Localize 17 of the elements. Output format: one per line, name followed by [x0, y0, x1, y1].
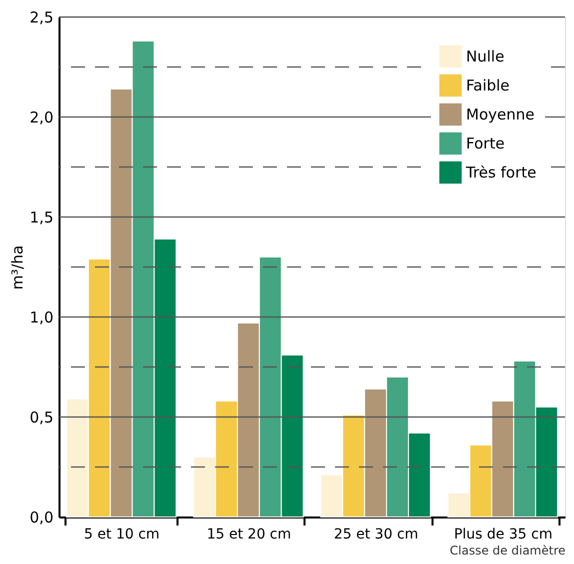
x-tick-label: 15 et 20 cm: [206, 526, 292, 542]
legend-label: Très forte: [465, 164, 536, 182]
x-tick-label: 5 et 10 cm: [84, 526, 160, 542]
y-tick-label: 2,0: [30, 108, 54, 126]
y-axis-title: m³/ha: [8, 245, 27, 290]
y-tick-label: 2,5: [30, 8, 54, 26]
legend-label: Faible: [466, 76, 510, 94]
y-tick-label: 1,5: [30, 208, 54, 226]
x-tick-label: 25 et 30 cm: [334, 526, 418, 542]
x-tick-label: Plus de 35 cm: [454, 526, 552, 542]
y-tick-label: 1,0: [30, 308, 54, 326]
y-tick-label: 0,5: [30, 408, 54, 426]
x-axis-title: Classe de diamètre: [450, 544, 566, 558]
y-tick-label: 0,0: [30, 508, 54, 526]
legend-label: Nulle: [466, 48, 504, 66]
legend-label: Moyenne: [466, 106, 534, 124]
legend-label: Forte: [466, 134, 505, 152]
